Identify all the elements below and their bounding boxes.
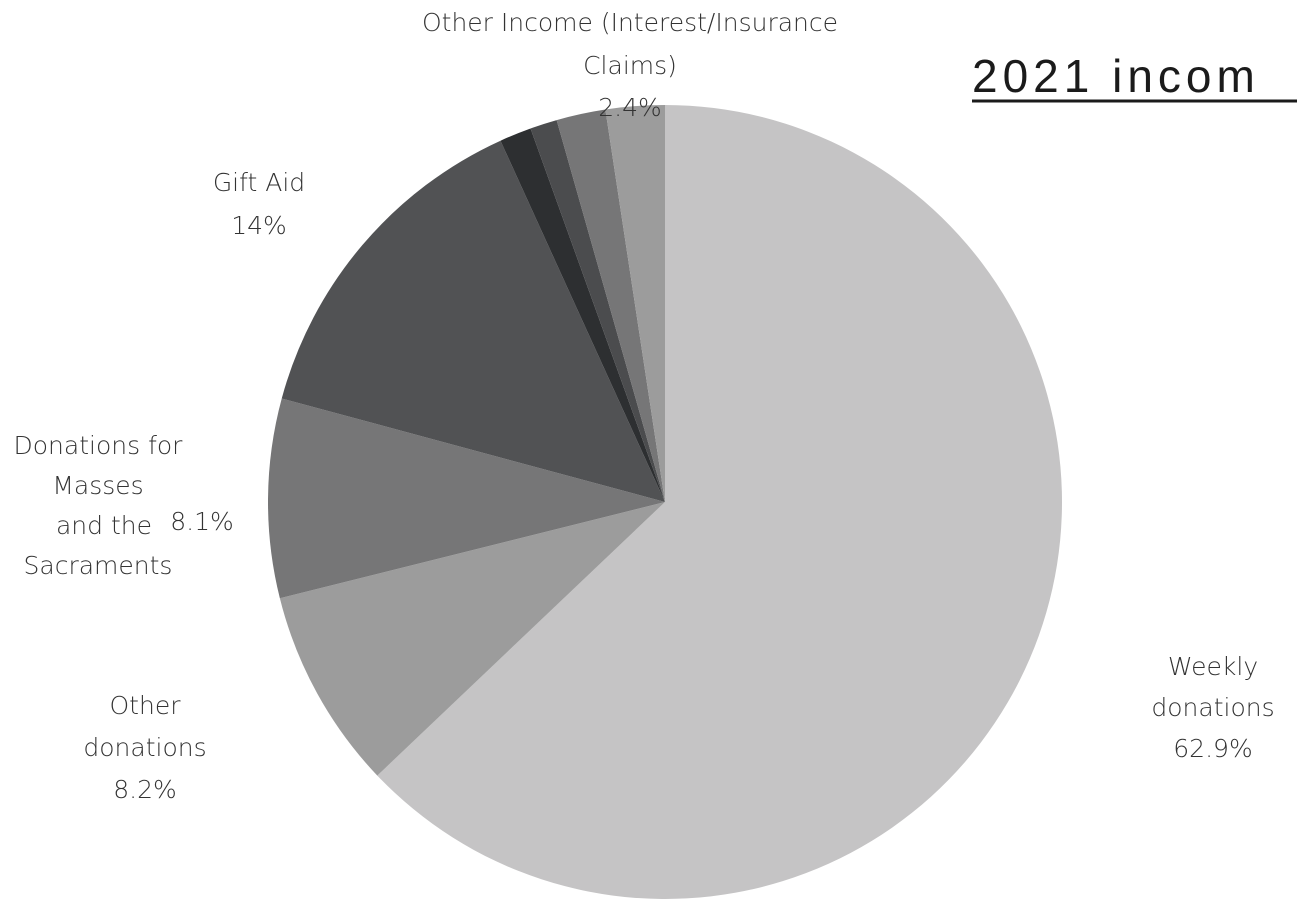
label-text-line: and the bbox=[56, 511, 152, 540]
pie-slice-4 bbox=[500, 128, 665, 502]
label-text-line: Weekly bbox=[1168, 652, 1258, 681]
label-other-income: Other Income (Interest/Insurance Claims)… bbox=[422, 8, 838, 122]
pie-slice-3 bbox=[281, 140, 665, 502]
label-text-line: donations bbox=[83, 733, 206, 762]
label-text-line: Sacraments bbox=[24, 551, 173, 580]
label-gift-aid: Gift Aid 14% bbox=[213, 168, 305, 240]
label-text-line: Claims) bbox=[583, 51, 677, 80]
label-value: 14% bbox=[231, 211, 287, 240]
label-text-line: donations bbox=[1151, 693, 1274, 722]
label-text-line: Donations for bbox=[14, 431, 184, 460]
label-text-line: Masses bbox=[52, 471, 143, 500]
pie-slice-5 bbox=[530, 120, 665, 502]
label-value: 8.1% bbox=[170, 507, 234, 536]
chart-title: 2021 incom bbox=[972, 50, 1260, 102]
pie-slices bbox=[267, 105, 1062, 899]
label-text-line: Gift Aid bbox=[213, 168, 305, 197]
pie-slice-2 bbox=[267, 398, 665, 599]
label-value: 8.2% bbox=[113, 775, 177, 804]
label-text-line: Other bbox=[110, 691, 182, 720]
pie-slice-7 bbox=[605, 105, 665, 502]
pie-slice-6 bbox=[556, 109, 665, 502]
label-weekly-donations: Weekly donations 62.9% bbox=[1151, 652, 1274, 763]
label-value: 62.9% bbox=[1173, 734, 1252, 763]
label-other-donations: Other donations 8.2% bbox=[83, 691, 206, 804]
label-text-line: Other Income (Interest/Insurance bbox=[422, 8, 838, 37]
label-donations-masses: Donations for Masses and the Sacraments … bbox=[14, 431, 234, 580]
pie-slice-0 bbox=[377, 105, 1062, 899]
label-value: 2.4% bbox=[598, 93, 662, 122]
pie-slice-1 bbox=[279, 502, 665, 776]
